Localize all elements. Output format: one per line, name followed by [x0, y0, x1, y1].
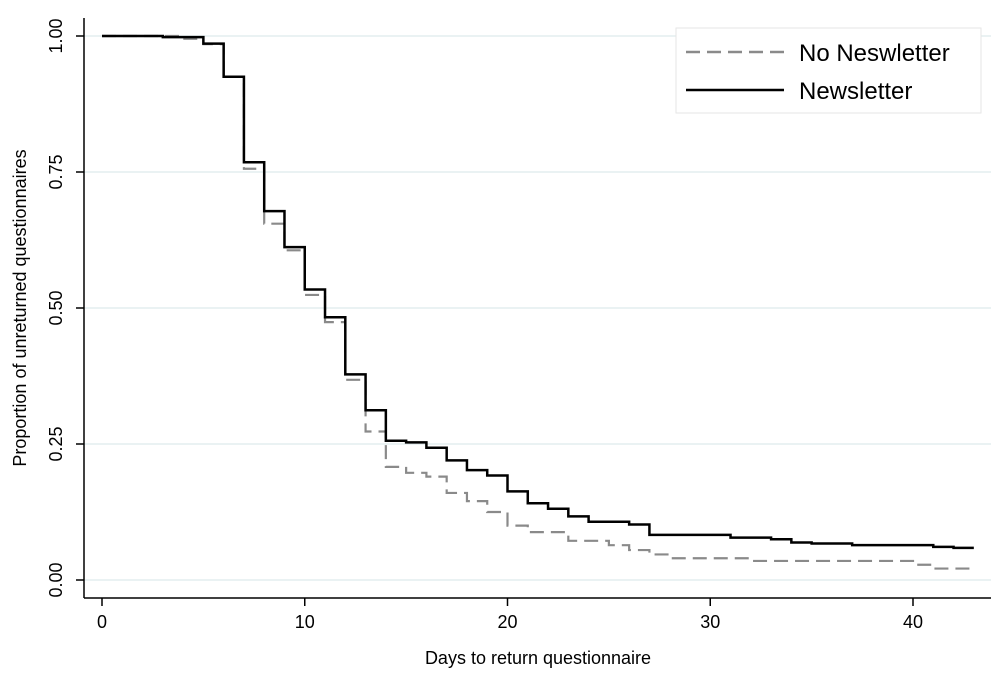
- legend-label-newsletter: Newsletter: [799, 78, 912, 105]
- legend-label-no-newsletter: No Neswletter: [799, 40, 950, 67]
- legend-box: [675, 27, 982, 114]
- y-axis-ticks: 0.00 0.25 0.50 0.75 1.00: [46, 18, 84, 598]
- series-line-newsletter: [102, 34, 974, 550]
- x-tick-label: 20: [497, 612, 517, 632]
- series-layer: [102, 34, 974, 570]
- y-tick-label: 0.50: [46, 290, 66, 325]
- y-axis-title: Proportion of unreturned questionnaires: [10, 149, 30, 466]
- legend: No Neswletter Newsletter: [675, 27, 982, 114]
- x-axis-ticks: 0 10 20 30 40: [97, 598, 923, 632]
- x-tick-label: 0: [97, 612, 107, 632]
- x-axis-title: Days to return questionnaire: [425, 648, 651, 668]
- y-tick-label: 0.75: [46, 154, 66, 189]
- x-tick-label: 10: [295, 612, 315, 632]
- y-tick-label: 0.25: [46, 426, 66, 461]
- y-tick-label: 0.00: [46, 562, 66, 597]
- x-tick-label: 30: [700, 612, 720, 632]
- y-tick-label: 1.00: [46, 18, 66, 53]
- x-tick-label: 40: [903, 612, 923, 632]
- grid-lines: [84, 35, 991, 581]
